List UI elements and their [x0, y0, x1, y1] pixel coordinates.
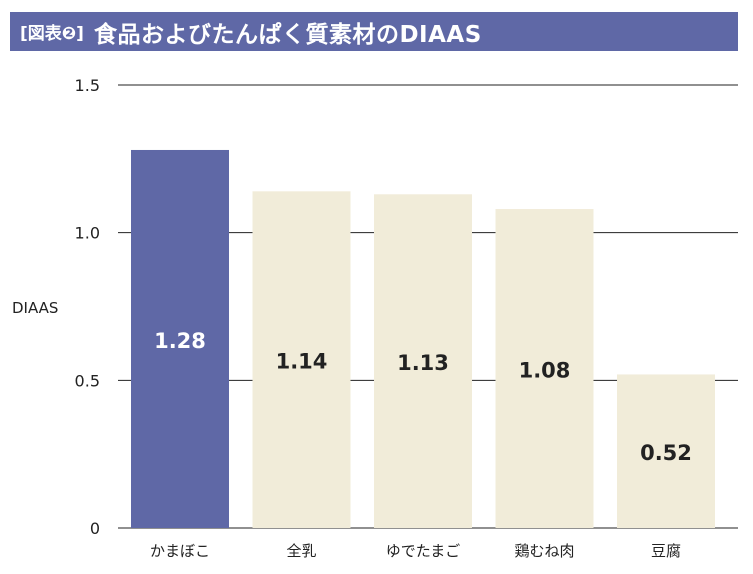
- y-tick-label: 1.5: [75, 76, 100, 95]
- chart-title-bar: [図表❷] 食品およびたんぱく質素材のDIAAS: [10, 12, 738, 51]
- bar: [617, 374, 715, 528]
- bar-value-label: 1.13: [397, 351, 449, 375]
- x-tick-label: 鶏むね肉: [514, 542, 574, 560]
- bar-value-label: 1.14: [276, 350, 328, 374]
- figure-tag: [図表❷]: [20, 24, 84, 44]
- bar-value-label: 1.28: [154, 329, 206, 353]
- bar-value-label: 1.08: [519, 359, 571, 383]
- y-tick-label: 0: [90, 519, 100, 538]
- y-tick-label: 0.5: [75, 371, 100, 390]
- bar: [252, 191, 351, 528]
- y-axis-label: DIAAS: [12, 299, 58, 317]
- x-tick-label: ゆでたまご: [386, 542, 461, 560]
- x-tick-label: 豆腐: [651, 542, 681, 560]
- chart-title: 食品およびたんぱく質素材のDIAAS: [93, 21, 482, 48]
- y-tick-label: 1.0: [75, 224, 100, 243]
- bar: [495, 209, 594, 529]
- bar: [131, 149, 229, 528]
- x-tick-label: かまぼこ: [150, 542, 210, 560]
- x-tick-label: 全乳: [286, 542, 316, 560]
- bar-value-label: 0.52: [640, 441, 692, 465]
- bar: [374, 194, 472, 529]
